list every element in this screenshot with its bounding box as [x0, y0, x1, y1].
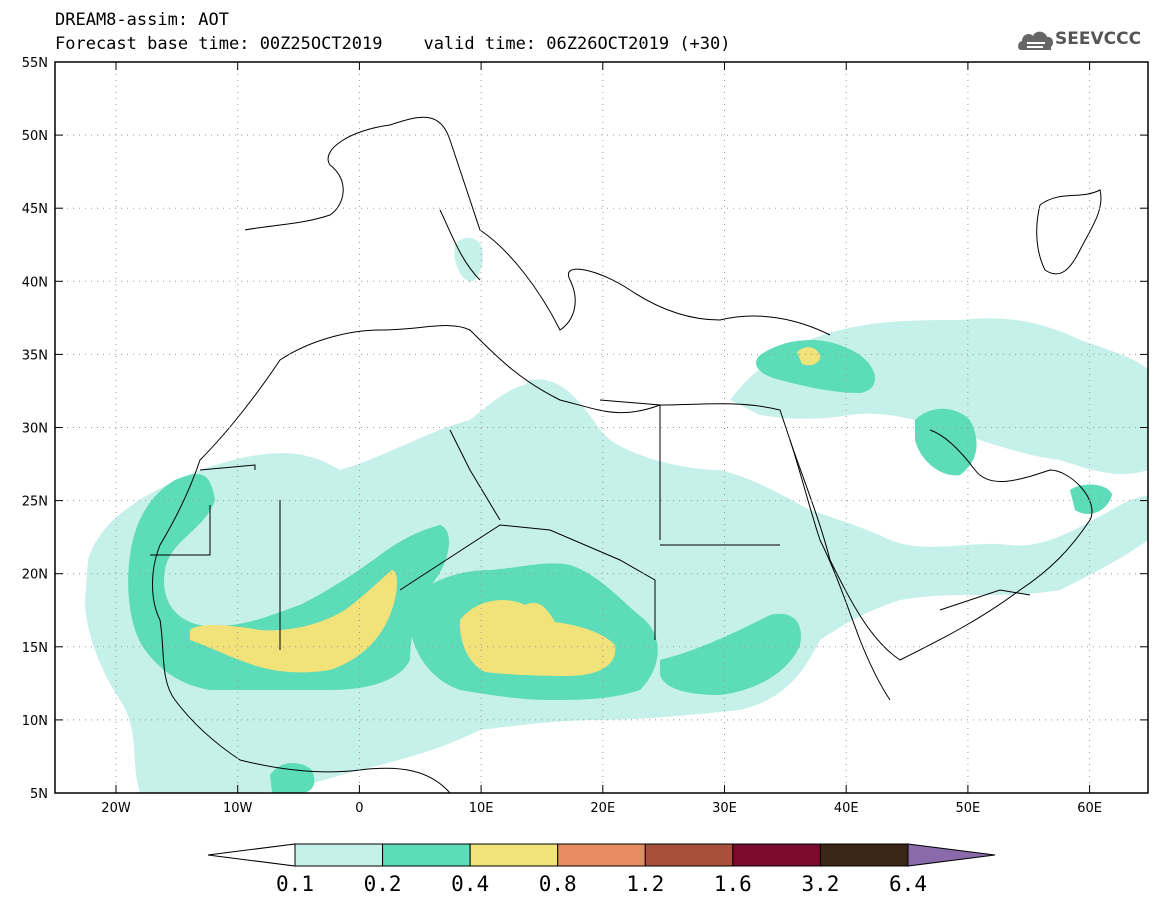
aot-fields: [85, 237, 1148, 793]
gridlines: [55, 62, 1148, 793]
aot-band-low-libya: [460, 379, 600, 496]
cloud-icon: [1018, 31, 1054, 50]
colorbar-swatch: [382, 843, 471, 867]
lat-label: 30N: [22, 422, 48, 437]
lon-label: 50E: [956, 801, 981, 816]
lat-label: 5N: [30, 787, 48, 802]
lat-label: 35N: [22, 348, 48, 363]
coastlines: [150, 116, 1102, 793]
latitude-axis: 55N 50N 45N 40N 35N 30N 25N 20N 15N 10N 5N: [22, 56, 1148, 802]
aot-band-low-sahara: [85, 384, 1148, 793]
colorbar-label: 3.2: [801, 872, 840, 896]
lat-label: 45N: [22, 202, 48, 217]
africa-coast: [152, 325, 891, 793]
colorbar-label: 0.1: [276, 872, 314, 896]
colorbar-swatch: [469, 843, 559, 867]
lat-label: 15N: [22, 641, 48, 656]
lon-label: 10W: [223, 801, 253, 816]
political-borders: [150, 399, 1031, 650]
lon-label: 20W: [101, 801, 131, 816]
lat-label: 20N: [22, 568, 48, 583]
arabia-coast: [789, 429, 1093, 661]
lon-label: 30E: [712, 801, 737, 816]
aot-band-mid-iraq: [915, 408, 977, 476]
colorbar-label: 0.8: [538, 872, 577, 896]
lon-label: 60E: [1077, 801, 1102, 816]
aot-band-mid-east: [660, 613, 801, 695]
longitude-axis: 20W 10W 0 10E 20E 30E 40E 50E 60E: [101, 62, 1102, 816]
colorbar: [207, 843, 996, 867]
lon-label: 0: [355, 801, 363, 816]
colorbar-swatch: [557, 843, 646, 867]
colorbar-over-triangle: [907, 843, 996, 867]
aot-band-mid-oman: [1070, 484, 1112, 515]
colorbar-label: 6.4: [889, 872, 927, 896]
aot-band-mid-syria: [756, 340, 875, 393]
colorbar-label: 1.6: [713, 872, 752, 896]
lon-label: 20E: [590, 801, 615, 816]
map-title: DREAM8-assim: AOT: [55, 10, 229, 30]
colorbar-swatch: [294, 843, 384, 867]
colorbar-swatch: [732, 843, 821, 867]
colorbar-label: 0.4: [451, 872, 490, 896]
lat-label: 55N: [22, 56, 48, 71]
colorbar-label: 0.2: [363, 872, 402, 896]
aot-band-high-central: [460, 600, 616, 676]
colorbar-under-triangle: [207, 843, 296, 867]
aot-band-low-sardinia: [454, 237, 483, 282]
aot-band-high-syria: [797, 347, 821, 366]
europe-coast: [244, 116, 831, 336]
colorbar-swatch: [644, 843, 734, 867]
lat-label: 50N: [22, 129, 48, 144]
caspian-coast: [1036, 189, 1102, 275]
lat-label: 40N: [22, 275, 48, 290]
map-subtitle: Forecast base time: 00Z25OCT2019 valid t…: [55, 34, 731, 54]
lat-label: 25N: [22, 495, 48, 510]
colorbar-swatch: [819, 843, 909, 867]
lat-label: 10N: [22, 714, 48, 729]
logo-text: SEEVCCC: [1055, 29, 1142, 49]
lon-label: 40E: [834, 801, 859, 816]
lon-label: 10E: [469, 801, 494, 816]
colorbar-label: 1.2: [626, 872, 665, 896]
